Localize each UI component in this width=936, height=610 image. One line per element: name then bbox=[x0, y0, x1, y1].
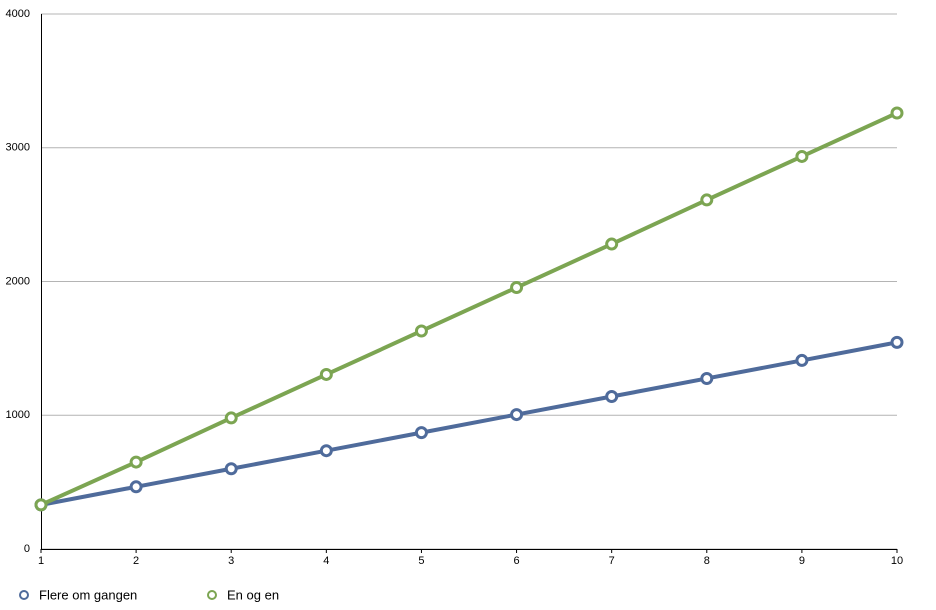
series-line bbox=[40, 111, 898, 507]
x-tick-label: 6 bbox=[513, 555, 519, 567]
y-tick-label: 0 bbox=[24, 543, 30, 555]
data-point bbox=[319, 444, 333, 458]
data-point bbox=[890, 106, 904, 120]
data-point bbox=[224, 462, 238, 476]
data-point bbox=[605, 237, 619, 251]
data-point bbox=[510, 408, 524, 422]
legend: Flere om gangen En og en bbox=[19, 587, 279, 602]
y-tick-label: 2000 bbox=[6, 275, 30, 287]
data-point bbox=[700, 371, 714, 385]
legend-label: En og en bbox=[227, 587, 279, 602]
data-point bbox=[605, 390, 619, 404]
data-point bbox=[414, 324, 428, 338]
data-point bbox=[34, 498, 48, 512]
series-line bbox=[40, 340, 898, 507]
x-tick-label: 10 bbox=[891, 555, 903, 567]
data-point bbox=[129, 455, 143, 469]
x-tick-label: 8 bbox=[704, 555, 710, 567]
x-tick-label: 2 bbox=[133, 555, 139, 567]
x-tick-label: 1 bbox=[38, 555, 44, 567]
data-point bbox=[510, 281, 524, 295]
data-point bbox=[795, 353, 809, 367]
legend-marker bbox=[19, 590, 29, 600]
legend-marker bbox=[207, 590, 217, 600]
data-point bbox=[414, 426, 428, 440]
data-point bbox=[700, 193, 714, 207]
x-tick-label: 9 bbox=[799, 555, 805, 567]
x-tick-label: 4 bbox=[323, 555, 329, 567]
data-point bbox=[129, 480, 143, 494]
data-point bbox=[890, 335, 904, 349]
y-tick-label: 3000 bbox=[6, 142, 30, 154]
plot-area bbox=[34, 106, 904, 512]
x-tick-label: 5 bbox=[418, 555, 424, 567]
data-point bbox=[319, 367, 333, 381]
y-tick-label: 1000 bbox=[6, 409, 30, 421]
x-tick-label: 3 bbox=[228, 555, 234, 567]
data-point bbox=[224, 411, 238, 425]
grid: 0 1000 2000 3000 4000 1 2 3 4 5 6 7 8 9 10 bbox=[6, 8, 904, 567]
x-tick-label: 7 bbox=[609, 555, 615, 567]
y-tick-label: 4000 bbox=[6, 8, 30, 20]
legend-label: Flere om gangen bbox=[39, 587, 137, 602]
data-point bbox=[795, 149, 809, 163]
